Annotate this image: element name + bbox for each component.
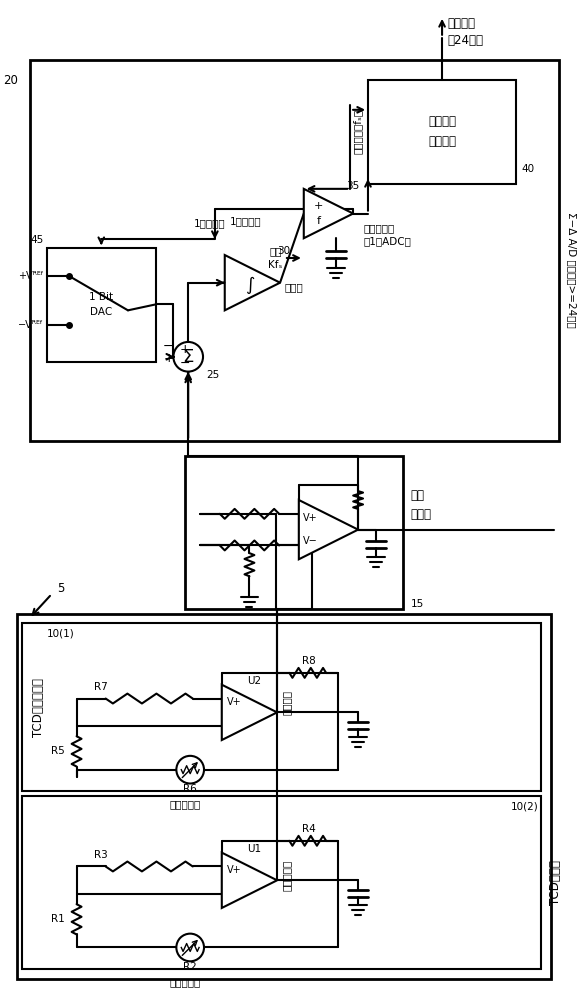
- Text: DAC: DAC: [90, 307, 112, 317]
- Text: Σ: Σ: [183, 348, 194, 366]
- Bar: [185, 456, 402, 609]
- Text: 检测器输出: 检测器输出: [282, 860, 292, 891]
- Text: TCD参考放大器: TCD参考放大器: [32, 678, 45, 737]
- Text: −: −: [163, 340, 174, 353]
- Text: 45: 45: [31, 235, 44, 245]
- Bar: [23, 623, 541, 791]
- Text: 1 Bit: 1 Bit: [89, 292, 113, 302]
- Text: R5: R5: [51, 746, 65, 756]
- Circle shape: [176, 934, 204, 961]
- Text: 热导检测器: 热导检测器: [169, 977, 201, 987]
- Text: V+: V+: [303, 513, 318, 523]
- Text: 积分器: 积分器: [284, 283, 303, 293]
- Text: ∫: ∫: [244, 276, 254, 294]
- Text: U2: U2: [247, 676, 261, 686]
- Text: 参考输出: 参考输出: [282, 690, 292, 715]
- Bar: [17, 614, 551, 979]
- Text: R1: R1: [51, 914, 65, 924]
- Text: R6: R6: [183, 784, 197, 794]
- Text: R4: R4: [302, 824, 316, 834]
- Text: 5: 5: [57, 582, 64, 595]
- Text: 25: 25: [206, 370, 219, 380]
- Text: +: +: [163, 352, 174, 365]
- Text: V−: V−: [303, 536, 318, 546]
- Polygon shape: [222, 685, 277, 740]
- Circle shape: [173, 342, 203, 372]
- Text: R2: R2: [183, 962, 197, 972]
- Text: +Vᴿᴱᶠ: +Vᴿᴱᶠ: [18, 271, 44, 281]
- Text: 35: 35: [346, 181, 360, 191]
- Text: 20: 20: [3, 74, 18, 87]
- Text: 10(2): 10(2): [511, 801, 539, 811]
- Bar: [368, 80, 516, 184]
- Bar: [30, 60, 558, 441]
- Text: 10(1): 10(1): [47, 628, 75, 638]
- Text: 40: 40: [521, 164, 534, 174]
- Text: R8: R8: [302, 656, 316, 666]
- Text: 1位数据流: 1位数据流: [194, 218, 226, 228]
- Text: （24位）: （24位）: [447, 34, 483, 47]
- Text: 差分: 差分: [410, 489, 424, 502]
- Text: Σ−Δ A/D 转换器（>=24位）: Σ−Δ A/D 转换器（>=24位）: [566, 212, 576, 328]
- Text: +: +: [180, 343, 191, 356]
- Text: 锁存比较器: 锁存比较器: [363, 223, 394, 233]
- Text: 30: 30: [277, 246, 290, 256]
- Text: R3: R3: [94, 850, 108, 860]
- Polygon shape: [299, 500, 358, 559]
- Text: 和抽取器: 和抽取器: [428, 135, 456, 148]
- Polygon shape: [225, 255, 280, 310]
- Text: Kfₛ: Kfₛ: [268, 260, 282, 270]
- Polygon shape: [304, 189, 353, 238]
- Bar: [23, 796, 541, 969]
- Text: R7: R7: [94, 682, 108, 692]
- Text: 数字滤波: 数字滤波: [428, 115, 456, 128]
- Text: 1位数据流: 1位数据流: [229, 216, 261, 226]
- Text: 放大器: 放大器: [410, 508, 431, 521]
- Text: TCD放大器: TCD放大器: [549, 860, 562, 905]
- Text: 15: 15: [410, 599, 424, 609]
- Text: f: f: [317, 216, 321, 226]
- Text: V+: V+: [227, 865, 242, 875]
- Text: 数字结果: 数字结果: [447, 17, 475, 30]
- Text: +: +: [314, 201, 323, 211]
- Text: −: −: [180, 357, 191, 370]
- Text: 时钟: 时钟: [269, 246, 282, 256]
- Polygon shape: [222, 853, 277, 908]
- Text: 热导检测器: 热导检测器: [169, 799, 201, 809]
- Text: （1位ADC）: （1位ADC）: [363, 236, 411, 246]
- Text: −Vᴿᴱᶠ: −Vᴿᴱᶠ: [18, 320, 44, 330]
- Bar: [47, 248, 155, 362]
- Text: V+: V+: [227, 697, 242, 707]
- Text: U1: U1: [247, 844, 261, 854]
- Circle shape: [176, 756, 204, 783]
- Text: 采样频率（fₛ）: 采样频率（fₛ）: [353, 109, 363, 154]
